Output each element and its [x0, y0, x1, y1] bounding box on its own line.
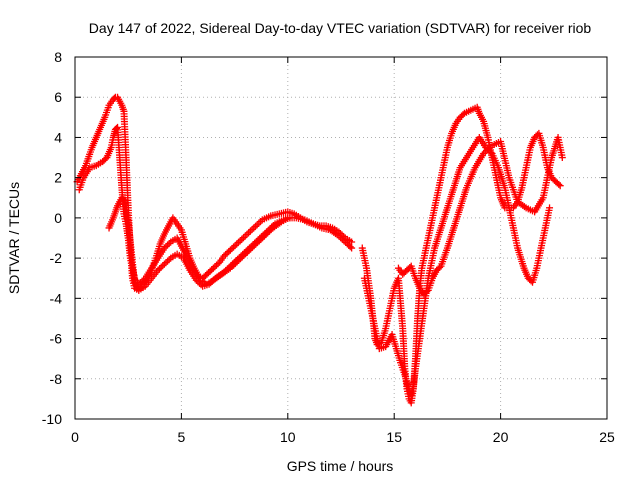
- data-point: [138, 277, 146, 285]
- data-point: [165, 240, 173, 248]
- x-tick-label: 25: [599, 429, 615, 445]
- data-point: [228, 245, 236, 253]
- y-tick-label: 4: [54, 129, 62, 145]
- data-point: [230, 243, 238, 251]
- x-tick-label: 0: [71, 429, 79, 445]
- data-point: [206, 267, 214, 275]
- data-point: [226, 246, 234, 254]
- y-tick-label: -10: [42, 411, 62, 427]
- series-1: [73, 93, 356, 294]
- series-5: [360, 133, 554, 399]
- data-point: [157, 263, 165, 271]
- data-point: [162, 243, 170, 251]
- data-point: [214, 260, 222, 268]
- data-point: [246, 227, 254, 235]
- data-point: [154, 266, 162, 274]
- data-point: [213, 261, 221, 269]
- x-tick-label: 5: [178, 429, 186, 445]
- data-point: [250, 224, 258, 232]
- data-point: [240, 234, 248, 242]
- data-point: [205, 280, 213, 288]
- data-point: [253, 221, 261, 229]
- data-point: [136, 279, 144, 287]
- x-tick-label: 10: [280, 429, 296, 445]
- y-tick-label: -2: [50, 250, 63, 266]
- data-point: [209, 264, 217, 272]
- data-point: [245, 229, 253, 237]
- data-point: [119, 195, 127, 203]
- x-tick-label: 15: [386, 429, 402, 445]
- y-axis-label: SDTVAR / TECUs: [6, 182, 22, 294]
- data-point: [255, 219, 263, 227]
- data-point: [234, 238, 242, 246]
- data-point: [160, 244, 168, 252]
- data-point: [286, 214, 294, 222]
- data-point: [164, 241, 172, 249]
- axis-ticks: 0 5 10 15 20 25 -10 -8 -6 -4 -2 0 2 4 6 8: [42, 49, 615, 445]
- gridlines: [75, 57, 607, 419]
- data-point: [238, 235, 246, 243]
- data-point: [156, 265, 164, 273]
- y-tick-label: -8: [50, 371, 63, 387]
- series-6: [394, 133, 566, 298]
- data-point: [555, 180, 563, 188]
- data-point: [346, 243, 354, 251]
- data-point: [436, 263, 444, 271]
- y-tick-label: 0: [54, 210, 62, 226]
- x-axis-label: GPS time / hours: [287, 458, 394, 474]
- x-tick-label: 20: [493, 429, 509, 445]
- y-tick-label: -4: [50, 290, 63, 306]
- data-point: [241, 232, 249, 240]
- data-point: [203, 270, 211, 278]
- series-3: [105, 194, 294, 294]
- data-point: [223, 249, 231, 257]
- data-point: [194, 278, 202, 286]
- data-point: [140, 276, 148, 284]
- data-point: [110, 94, 118, 102]
- data-point: [208, 266, 216, 274]
- series-4: [358, 103, 564, 407]
- data-point: [459, 111, 467, 119]
- data-point: [251, 222, 259, 230]
- chart-title: Day 147 of 2022, Sidereal Day-to-day VTE…: [89, 20, 592, 36]
- data-point: [195, 279, 203, 287]
- data-point: [112, 124, 120, 132]
- y-tick-label: 6: [54, 89, 62, 105]
- data-point: [546, 204, 554, 212]
- y-tick-label: -6: [50, 331, 63, 347]
- data-point: [207, 279, 215, 287]
- data-point: [231, 242, 239, 250]
- data-point: [205, 269, 213, 277]
- plot-frame: [74, 56, 608, 420]
- y-tick-label: 2: [54, 170, 62, 186]
- data-point: [222, 251, 230, 259]
- data-point: [165, 256, 173, 264]
- data-point: [243, 230, 251, 238]
- data-point: [248, 226, 256, 234]
- data-point: [164, 257, 172, 265]
- data-point: [225, 248, 233, 256]
- data-point: [208, 277, 216, 285]
- data-point: [348, 244, 356, 252]
- data-point: [192, 276, 200, 284]
- data-point: [220, 252, 228, 260]
- data-point: [556, 182, 564, 190]
- data-point: [160, 260, 168, 268]
- data-point: [236, 237, 244, 245]
- data-point: [197, 281, 205, 289]
- y-tick-label: 8: [54, 49, 62, 65]
- data-point: [558, 154, 566, 162]
- data-point: [159, 262, 167, 270]
- data-point: [162, 259, 170, 267]
- data-point: [423, 288, 431, 296]
- data-point: [211, 263, 219, 271]
- data-points: [73, 93, 566, 407]
